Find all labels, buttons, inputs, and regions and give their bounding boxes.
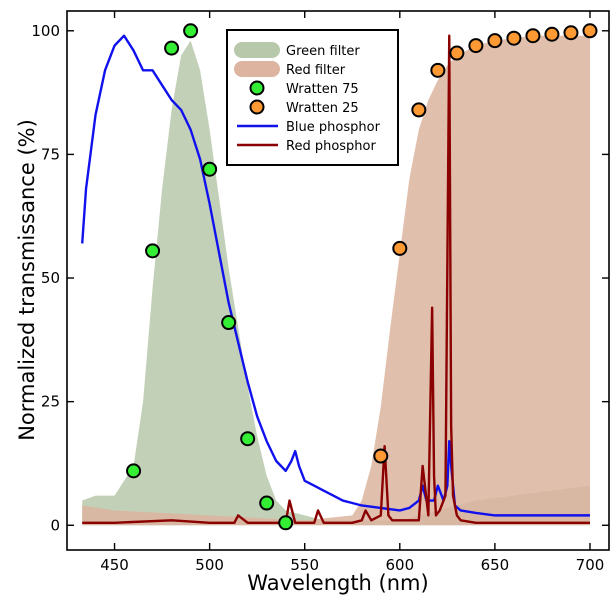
x-axis-ticks: 450 500 550 600 650 700 [100,11,604,574]
legend-swatch [234,42,280,58]
x-tick-label: 550 [290,556,319,574]
wratten-25-point [525,28,541,44]
wratten-75-point [221,315,237,331]
plot-frame [66,10,610,551]
wratten-75-point [278,515,294,531]
wratten-75-point [183,23,199,39]
y-tick-label: 0 [50,516,60,534]
legend-item-wratten-75: Wratten 75 [249,80,359,97]
legend-marker [249,99,265,115]
wratten-75-point [126,463,142,479]
legend-label: Blue phosphor [286,120,381,135]
x-tick-label: 650 [481,556,510,574]
legend-marker [249,80,265,96]
x-tick-label: 450 [100,556,129,574]
legend-items: Green filter Red filter Wratten 75 Wratten … [234,42,381,154]
legend-label: Green filter [286,44,360,59]
wratten-75-point [164,40,180,56]
legend-item-blue-phosphor: Blue phosphor [237,120,381,135]
legend-swatch [234,61,280,77]
y-axis-title: Normalized transmissance (%) [15,119,39,441]
wratten-25-point [449,45,465,61]
legend-item-green-filter: Green filter [234,42,360,59]
legend-label: Wratten 75 [286,82,359,97]
legend-item-red-filter: Red filter [234,61,346,78]
y-tick-label: 75 [41,145,60,163]
phosphor-lines [81,34,590,525]
wratten-25-point [430,62,446,78]
y-axis-ticks: 0 25 50 75 100 [31,22,609,534]
legend-label: Wratten 25 [286,101,359,116]
wratten-25-point [582,23,598,39]
x-tick-label: 700 [576,556,605,574]
wratten-points [126,23,598,531]
legend-item-red-phosphor: Red phosphor [237,139,376,154]
wratten-75-point [240,431,256,447]
legend: Green filter Red filter Wratten 75 Wratten … [226,29,399,166]
x-tick-label: 500 [195,556,224,574]
red-phosphor-line [82,34,590,525]
y-tick-label: 25 [41,393,60,411]
y-tick-label: 50 [41,269,60,287]
wratten-75-point [202,161,218,177]
x-axis-title: Wavelength (nm) [247,571,428,595]
legend-label: Red phosphor [286,139,376,154]
wratten-25-point [487,33,503,49]
wratten-25-point [468,38,484,54]
wratten-25-point [411,102,427,118]
x-tick-label: 600 [385,556,414,574]
legend-item-wratten-25: Wratten 25 [249,99,359,116]
red-filter-area [82,35,590,526]
wratten-25-point [544,26,560,42]
wratten-25-point [392,240,408,256]
wratten-25-point [506,30,522,46]
y-tick-label: 100 [31,22,60,40]
wratten-25-point [373,448,389,464]
wratten-75-point [259,495,275,511]
wratten-75-point [145,243,161,259]
legend-label: Red filter [286,63,346,78]
wratten-25-point [563,25,579,41]
